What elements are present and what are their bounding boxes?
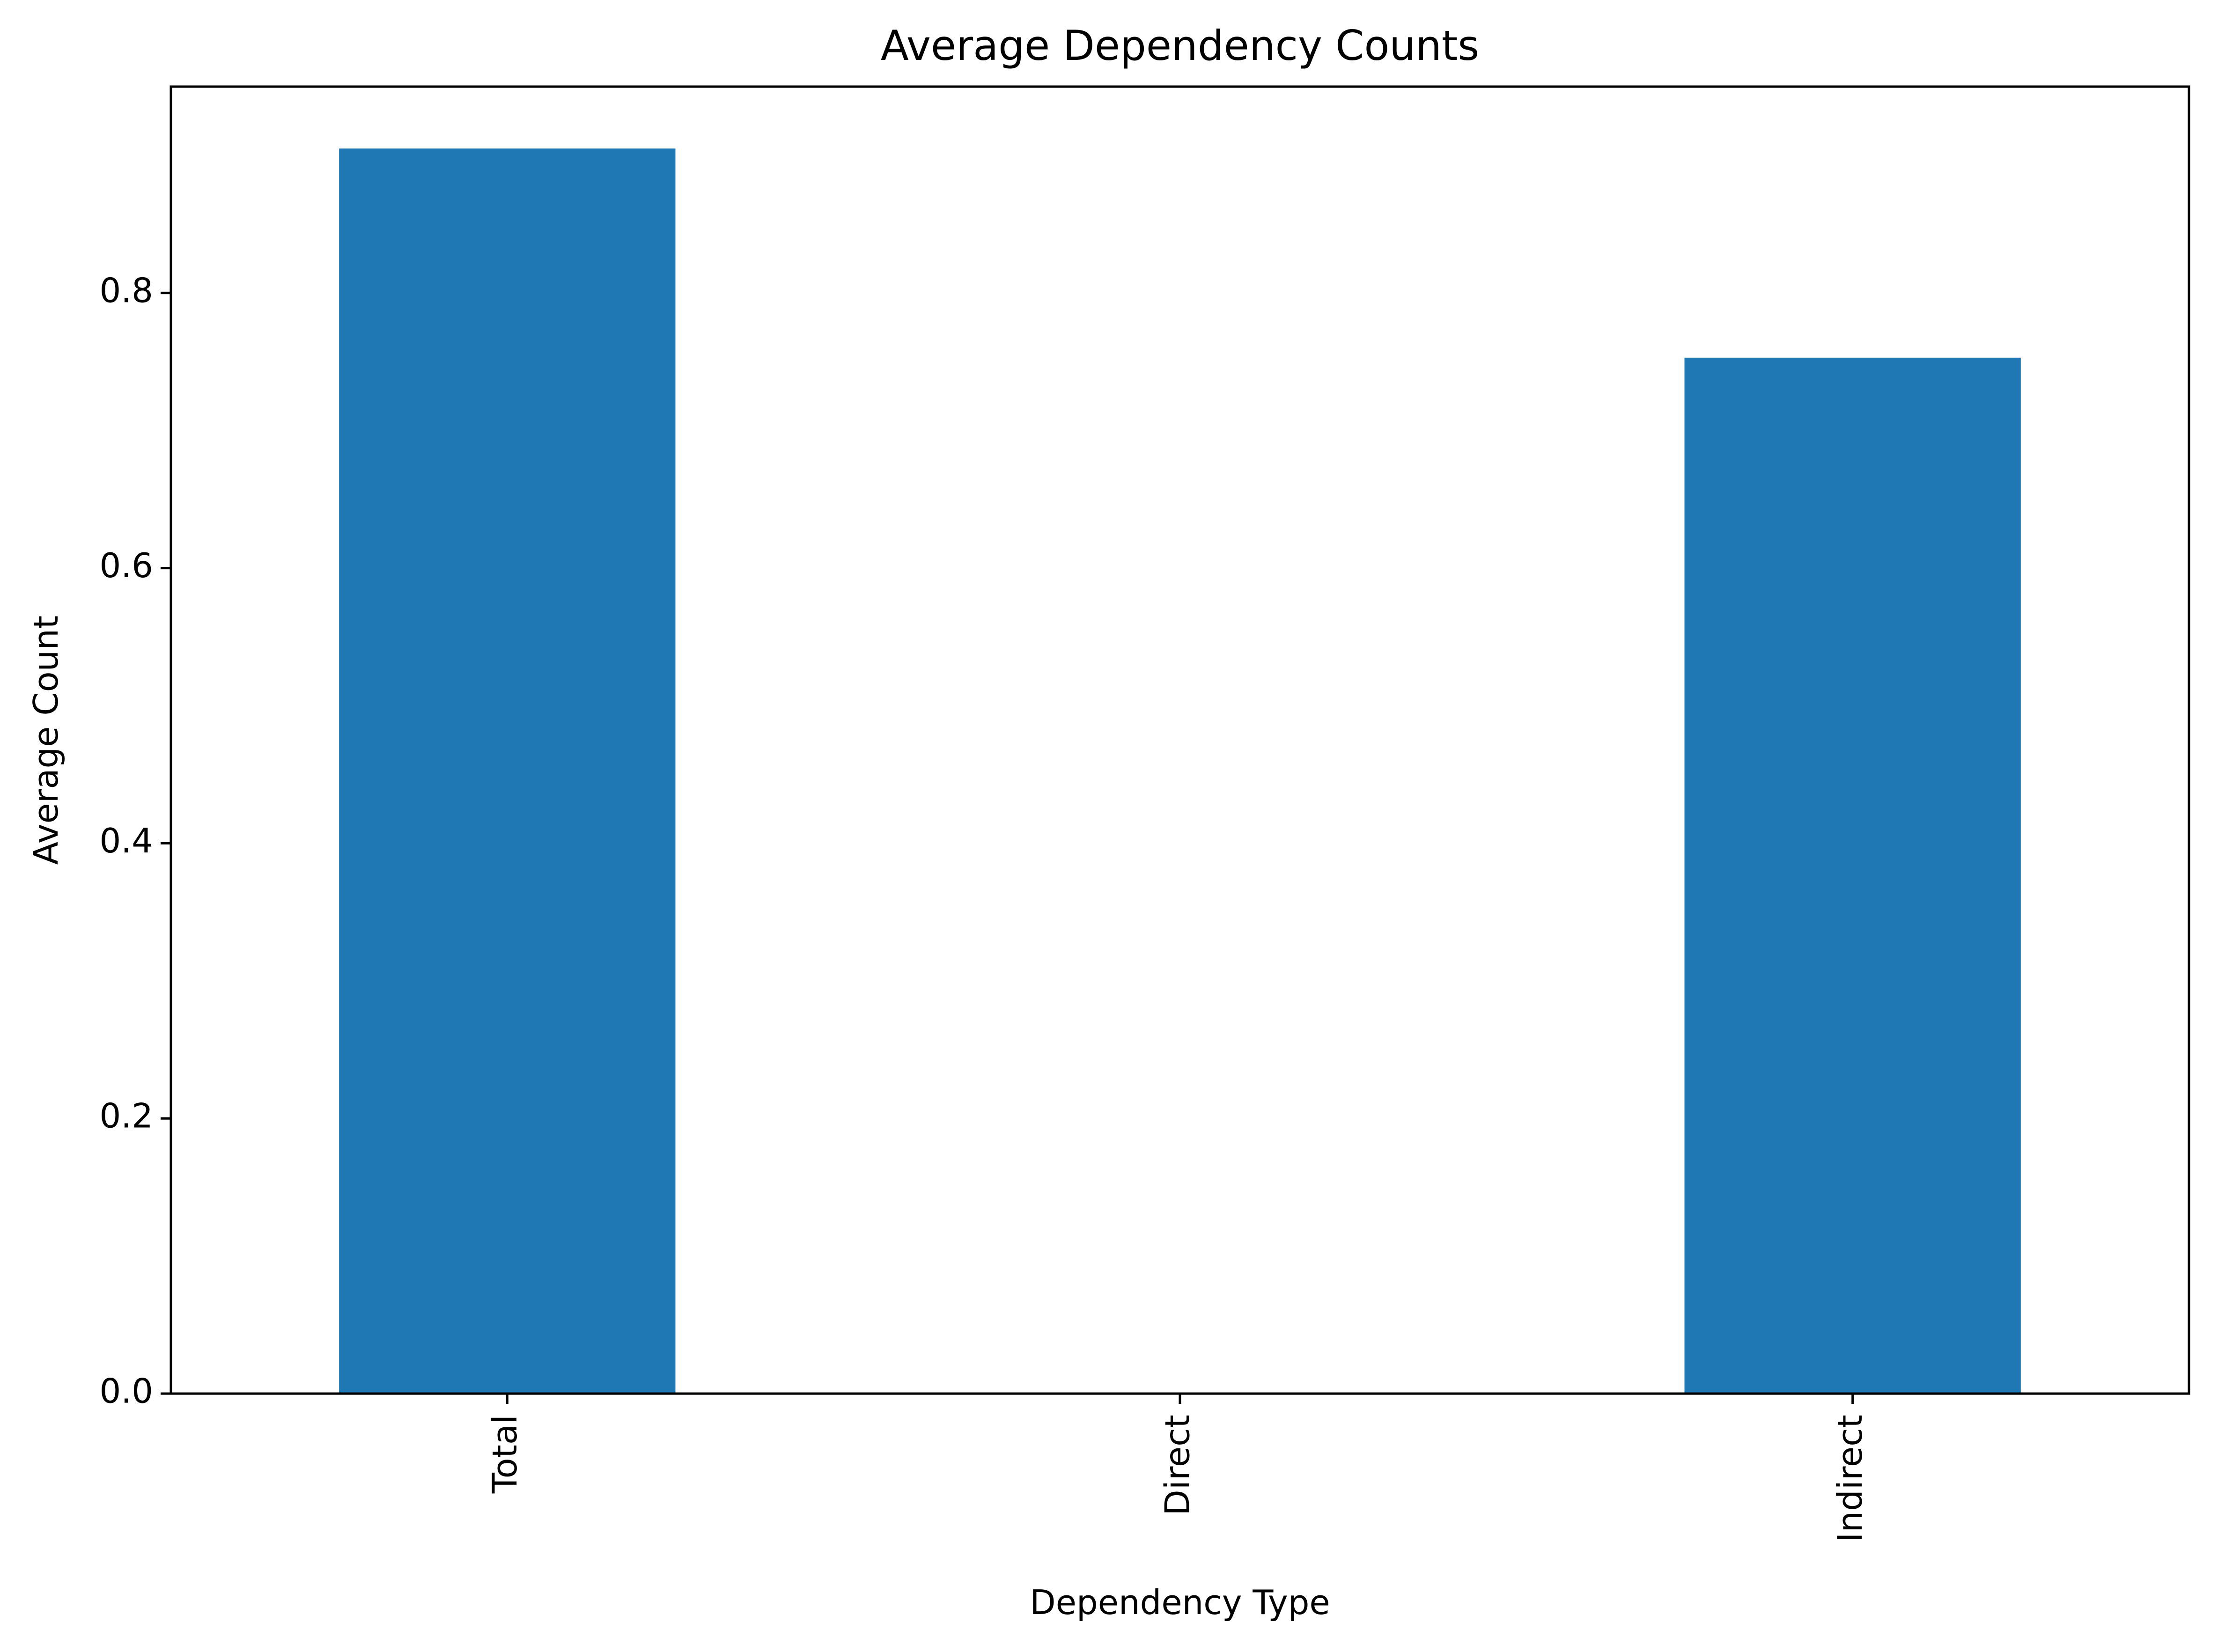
chart-title: Average Dependency Counts (881, 22, 1479, 70)
y-axis: 0.0 0.2 0.4 0.6 0.8 (99, 271, 171, 1411)
y-tick-label: 0.6 (99, 546, 153, 585)
plot-frame (169, 85, 2190, 1395)
bars-group (339, 148, 2021, 1394)
x-axis: Total Direct Indirect (485, 1394, 1870, 1542)
y-tick-label: 0.2 (99, 1096, 153, 1136)
x-tick-label-total: Total (485, 1415, 524, 1494)
bar-indirect (1684, 358, 2021, 1394)
y-tick-label: 0.4 (99, 821, 153, 860)
y-tick-label: 0.8 (99, 271, 153, 310)
bar-total (339, 148, 676, 1394)
y-tick-label: 0.0 (99, 1372, 153, 1411)
y-axis-label: Average Count (26, 616, 66, 865)
x-tick-label-direct: Direct (1158, 1415, 1197, 1516)
x-tick-label-indirect: Indirect (1830, 1415, 1870, 1542)
x-axis-label: Dependency Type (1030, 1583, 1330, 1622)
